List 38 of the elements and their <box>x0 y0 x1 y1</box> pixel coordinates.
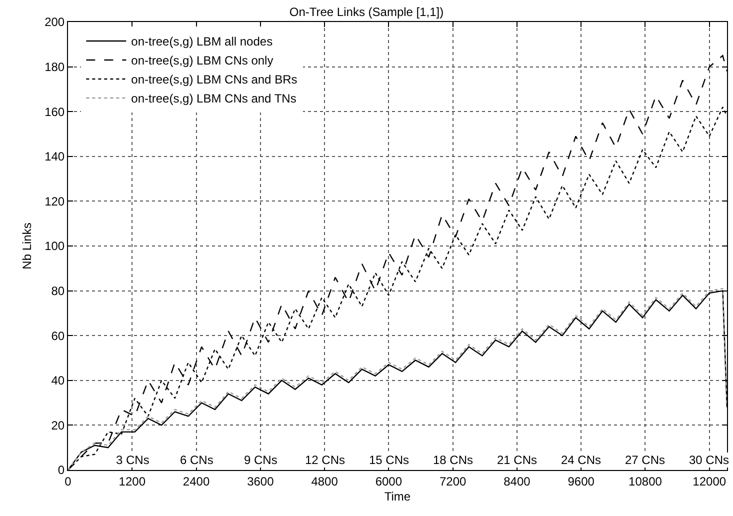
y-tick-label: 200 <box>44 15 65 30</box>
annotation: 12 CNs <box>305 453 346 467</box>
y-tick-label: 80 <box>51 284 65 298</box>
annotation: 3 CNs <box>116 453 150 467</box>
annotation: 30 CNs <box>689 453 730 467</box>
x-tick-label: 6000 <box>375 474 402 488</box>
x-tick-label: 8400 <box>504 474 531 488</box>
y-tick-label: 100 <box>44 239 65 254</box>
annotation: 15 CNs <box>369 453 410 467</box>
annotation: 9 CNs <box>244 453 278 467</box>
y-tick-label: 40 <box>51 374 65 388</box>
annotation: 24 CNs <box>561 453 602 467</box>
y-tick-label: 140 <box>44 150 65 164</box>
x-tick-label: 3600 <box>247 474 274 488</box>
annotation: 18 CNs <box>433 453 474 467</box>
legend-label: on-tree(s,g) LBM all nodes <box>131 34 273 49</box>
x-axis-title: Time <box>384 489 411 504</box>
legend-label: on-tree(s,g) LBM CNs only <box>131 54 274 68</box>
y-tick-label: 120 <box>44 194 65 208</box>
y-tick-label: 0 <box>58 463 65 478</box>
x-tick-label: 7200 <box>439 474 466 488</box>
y-tick-label: 160 <box>44 104 65 119</box>
annotation: 21 CNs <box>497 453 538 467</box>
annotation: 27 CNs <box>625 453 666 467</box>
legend-label: on-tree(s,g) LBM CNs and TNs <box>131 92 296 106</box>
x-tick-label: 1200 <box>118 474 146 488</box>
x-tick-label: 4800 <box>311 474 338 488</box>
y-tick-label: 60 <box>51 328 65 343</box>
y-axis-title: Nb Links <box>20 222 34 270</box>
x-tick-label: 2400 <box>182 474 210 488</box>
annotation: 6 CNs <box>180 453 214 467</box>
y-tick-label: 180 <box>44 60 65 74</box>
y-tick-label: 20 <box>51 418 65 432</box>
chart-title: On-Tree Links (Sample [1,1]) <box>289 5 444 20</box>
x-tick-label: 9600 <box>568 474 595 488</box>
x-tick-label: 12000 <box>692 474 726 488</box>
legend-label: on-tree(s,g) LBM CNs and BRs <box>131 72 298 87</box>
x-tick-label: 10800 <box>628 474 662 488</box>
